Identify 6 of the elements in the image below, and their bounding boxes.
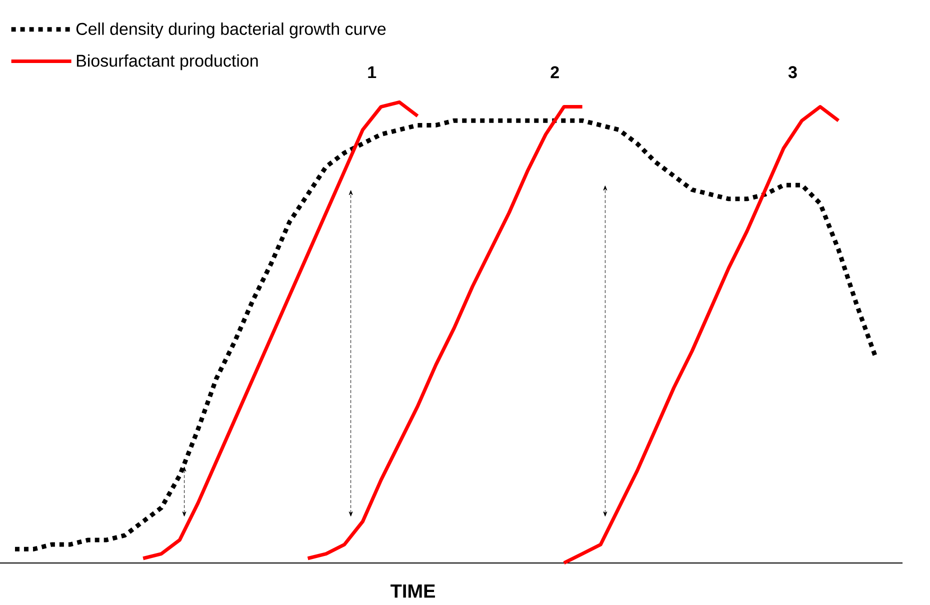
legend-label: Cell density during bacterial growth curve — [76, 22, 386, 38]
text: 3 — [788, 66, 797, 78]
text: 2 — [550, 66, 559, 78]
legend-label: Biosurfactant production — [76, 54, 258, 70]
text: 1 — [368, 66, 376, 78]
x-axis-title: TIME — [390, 584, 435, 598]
